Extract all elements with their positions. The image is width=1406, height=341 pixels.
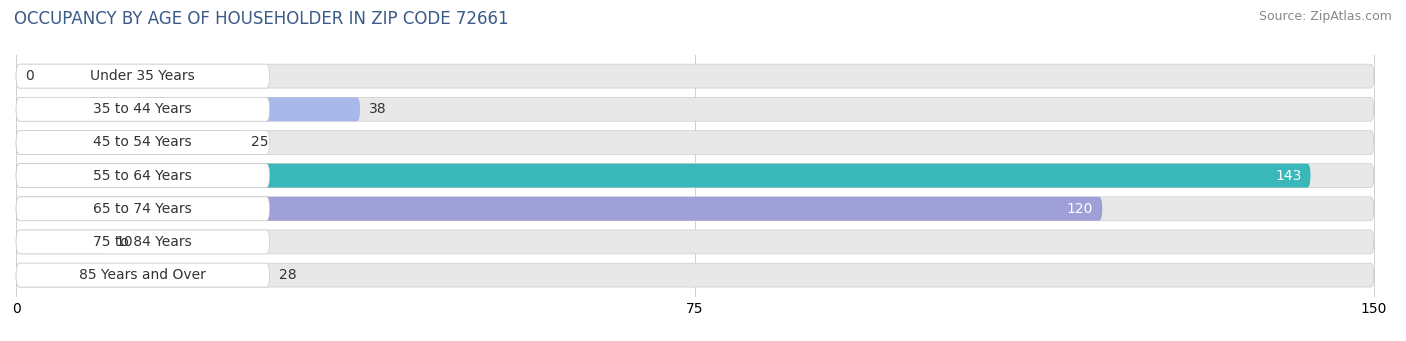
FancyBboxPatch shape (15, 230, 1374, 254)
FancyBboxPatch shape (15, 97, 270, 121)
FancyBboxPatch shape (15, 164, 1310, 188)
Text: 65 to 74 Years: 65 to 74 Years (93, 202, 193, 216)
Text: 35 to 44 Years: 35 to 44 Years (93, 102, 193, 116)
FancyBboxPatch shape (15, 97, 360, 121)
FancyBboxPatch shape (15, 131, 1374, 154)
FancyBboxPatch shape (15, 164, 1374, 188)
Text: 0: 0 (25, 69, 34, 83)
FancyBboxPatch shape (15, 263, 1374, 287)
FancyBboxPatch shape (15, 131, 270, 154)
Text: 38: 38 (370, 102, 387, 116)
FancyBboxPatch shape (15, 197, 1102, 221)
FancyBboxPatch shape (15, 263, 270, 287)
Text: 45 to 54 Years: 45 to 54 Years (93, 135, 193, 149)
FancyBboxPatch shape (15, 230, 107, 254)
FancyBboxPatch shape (15, 164, 270, 188)
FancyBboxPatch shape (15, 131, 242, 154)
FancyBboxPatch shape (15, 263, 270, 287)
Text: 143: 143 (1275, 168, 1302, 183)
Text: 25: 25 (252, 135, 269, 149)
FancyBboxPatch shape (15, 197, 1374, 221)
Text: 55 to 64 Years: 55 to 64 Years (93, 168, 193, 183)
Text: 75 to 84 Years: 75 to 84 Years (93, 235, 193, 249)
FancyBboxPatch shape (15, 230, 270, 254)
FancyBboxPatch shape (15, 64, 270, 88)
Text: Under 35 Years: Under 35 Years (90, 69, 195, 83)
Text: 120: 120 (1067, 202, 1094, 216)
FancyBboxPatch shape (15, 97, 1374, 121)
Text: 10: 10 (115, 235, 134, 249)
FancyBboxPatch shape (15, 197, 270, 221)
FancyBboxPatch shape (15, 64, 1374, 88)
Text: Source: ZipAtlas.com: Source: ZipAtlas.com (1258, 10, 1392, 23)
Text: 85 Years and Over: 85 Years and Over (79, 268, 207, 282)
Text: 28: 28 (278, 268, 297, 282)
Text: OCCUPANCY BY AGE OF HOUSEHOLDER IN ZIP CODE 72661: OCCUPANCY BY AGE OF HOUSEHOLDER IN ZIP C… (14, 10, 509, 28)
